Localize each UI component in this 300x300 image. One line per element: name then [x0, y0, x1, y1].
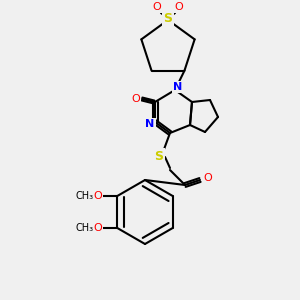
- Text: O: O: [93, 223, 102, 233]
- Text: O: O: [204, 173, 212, 183]
- Text: O: O: [153, 2, 161, 12]
- Text: CH₃: CH₃: [75, 191, 93, 201]
- Text: N: N: [146, 119, 154, 129]
- Text: S: S: [154, 149, 164, 163]
- Text: O: O: [93, 191, 102, 201]
- Text: O: O: [175, 2, 183, 12]
- Text: N: N: [173, 82, 183, 92]
- Text: S: S: [164, 13, 172, 26]
- Text: CH₃: CH₃: [75, 223, 93, 233]
- Text: O: O: [132, 94, 140, 104]
